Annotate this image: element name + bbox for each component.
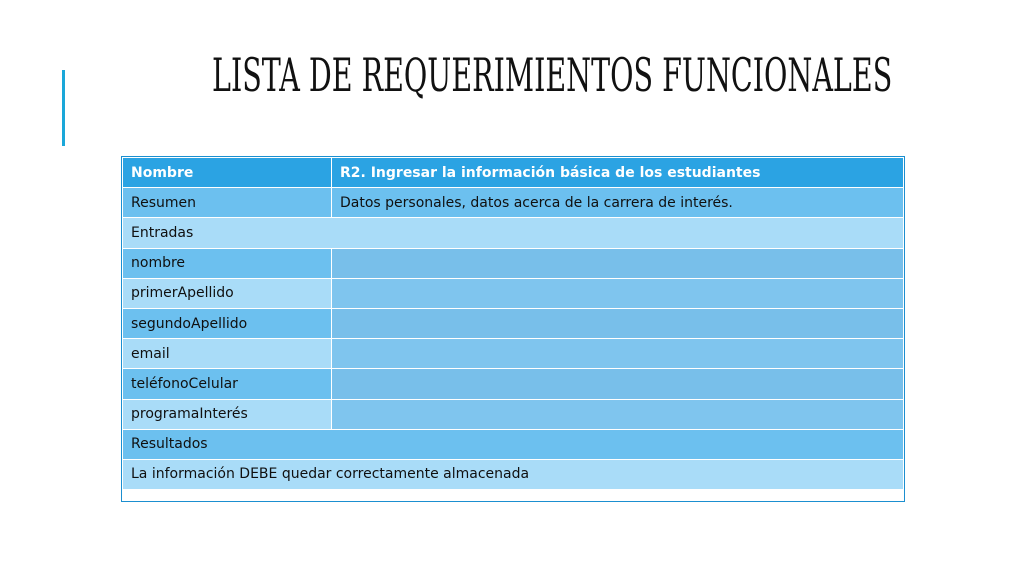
summary-value: Datos personales, datos acerca de la car…	[331, 187, 904, 219]
result-text: La información DEBE quedar correctamente…	[122, 458, 904, 491]
table-row-results-heading: Resultados	[122, 428, 904, 460]
input-value-cell	[331, 307, 904, 340]
header-label: Nombre	[122, 156, 332, 189]
slide-title: LISTA DE REQUERIMIENTOS FUNCIONALES	[212, 48, 893, 102]
header-value: R2. Ingresar la información básica de lo…	[331, 156, 904, 189]
table-row-header: Nombre R2. Ingresar la información básic…	[122, 156, 904, 189]
table-row-summary: Resumen Datos personales, datos acerca d…	[122, 187, 904, 219]
table-row: email	[122, 338, 904, 370]
table-row: segundoApellido	[122, 307, 904, 340]
input-value-cell	[331, 247, 904, 279]
input-field-name: nombre	[122, 247, 332, 279]
accent-line	[62, 70, 65, 146]
table-row: teléfonoCelular	[122, 368, 904, 400]
table-row: programaInterés	[122, 398, 904, 430]
input-field-name: email	[122, 338, 332, 370]
input-value-cell	[331, 398, 904, 430]
input-field-name: programaInterés	[122, 398, 332, 430]
input-field-name: primerApellido	[122, 277, 332, 309]
input-value-cell	[331, 338, 904, 370]
results-heading: Resultados	[122, 428, 904, 460]
inputs-heading: Entradas	[122, 217, 904, 249]
input-field-name: teléfonoCelular	[122, 368, 332, 400]
input-value-cell	[331, 277, 904, 309]
table-row: primerApellido	[122, 277, 904, 309]
table-row-inputs-heading: Entradas	[122, 217, 904, 249]
requirements-table: Nombre R2. Ingresar la información básic…	[122, 156, 904, 491]
summary-label: Resumen	[122, 187, 332, 219]
table-row: nombre	[122, 247, 904, 279]
table-row-result: La información DEBE quedar correctamente…	[122, 458, 904, 491]
input-value-cell	[331, 368, 904, 400]
input-field-name: segundoApellido	[122, 307, 332, 340]
